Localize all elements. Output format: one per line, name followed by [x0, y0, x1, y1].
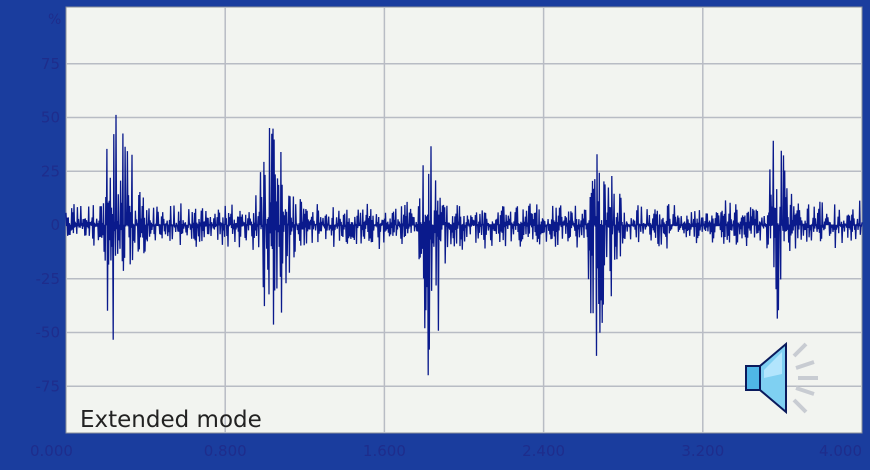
y-tick-label: -75: [36, 377, 61, 395]
x-tick-label: 4.000: [819, 442, 862, 460]
y-tick-label: 75: [41, 55, 60, 73]
y-tick-label: 50: [41, 109, 60, 127]
x-tick-label: 0.000: [30, 442, 73, 460]
waveform-series: [65, 114, 863, 376]
x-tick-label: 1.600: [363, 442, 406, 460]
speaker-icon[interactable]: [745, 341, 818, 415]
x-axis: 0.000 0.800 1.600 2.400 3.200 4.000: [30, 442, 862, 460]
y-tick-label: -50: [36, 324, 61, 342]
x-tick-label: 0.800: [204, 442, 247, 460]
y-tick-label: 0: [50, 216, 60, 234]
x-tick-label: 2.400: [522, 442, 565, 460]
mode-label: Extended mode: [80, 407, 262, 433]
y-tick-label: 25: [41, 162, 60, 180]
y-unit-label: %: [48, 12, 61, 28]
x-tick-label: 3.200: [681, 442, 724, 460]
y-tick-label: -25: [36, 270, 61, 288]
y-axis: 75 50 25 0 -25 -50 -75: [36, 55, 61, 396]
